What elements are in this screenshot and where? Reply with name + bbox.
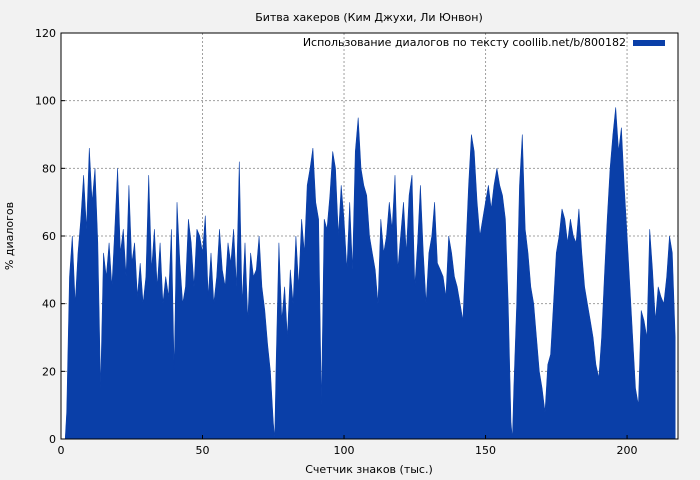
series-layer <box>64 107 676 440</box>
y-tick-label: 100 <box>35 95 56 108</box>
y-tick-label: 60 <box>42 230 56 243</box>
y-tick-label: 0 <box>49 433 56 446</box>
x-axis-label: Счетчик знаков (тыс.) <box>305 463 433 476</box>
y-tick-label: 20 <box>42 365 56 378</box>
legend-label: Использование диалогов по тексту coollib… <box>303 36 626 49</box>
x-tick-label: 200 <box>617 444 638 457</box>
x-tick-label: 150 <box>475 444 496 457</box>
x-tick-label: 100 <box>334 444 355 457</box>
x-axis: 0 50 100 150 200 <box>58 435 638 457</box>
legend: Использование диалогов по тексту coollib… <box>303 36 665 49</box>
y-axis: 0 20 40 60 80 100 120 <box>35 27 65 446</box>
chart-title: Битва хакеров (Ким Джухи, Ли Юнвон) <box>255 11 483 24</box>
plot-area <box>60 32 679 440</box>
legend-swatch <box>633 40 665 46</box>
y-tick-label: 80 <box>42 162 56 175</box>
x-tick-label: 50 <box>196 444 210 457</box>
y-tick-label: 120 <box>35 27 56 40</box>
series-area <box>64 107 676 440</box>
y-tick-label: 40 <box>42 298 56 311</box>
y-axis-label: % диалогов <box>3 202 16 270</box>
x-tick-label: 0 <box>58 444 65 457</box>
